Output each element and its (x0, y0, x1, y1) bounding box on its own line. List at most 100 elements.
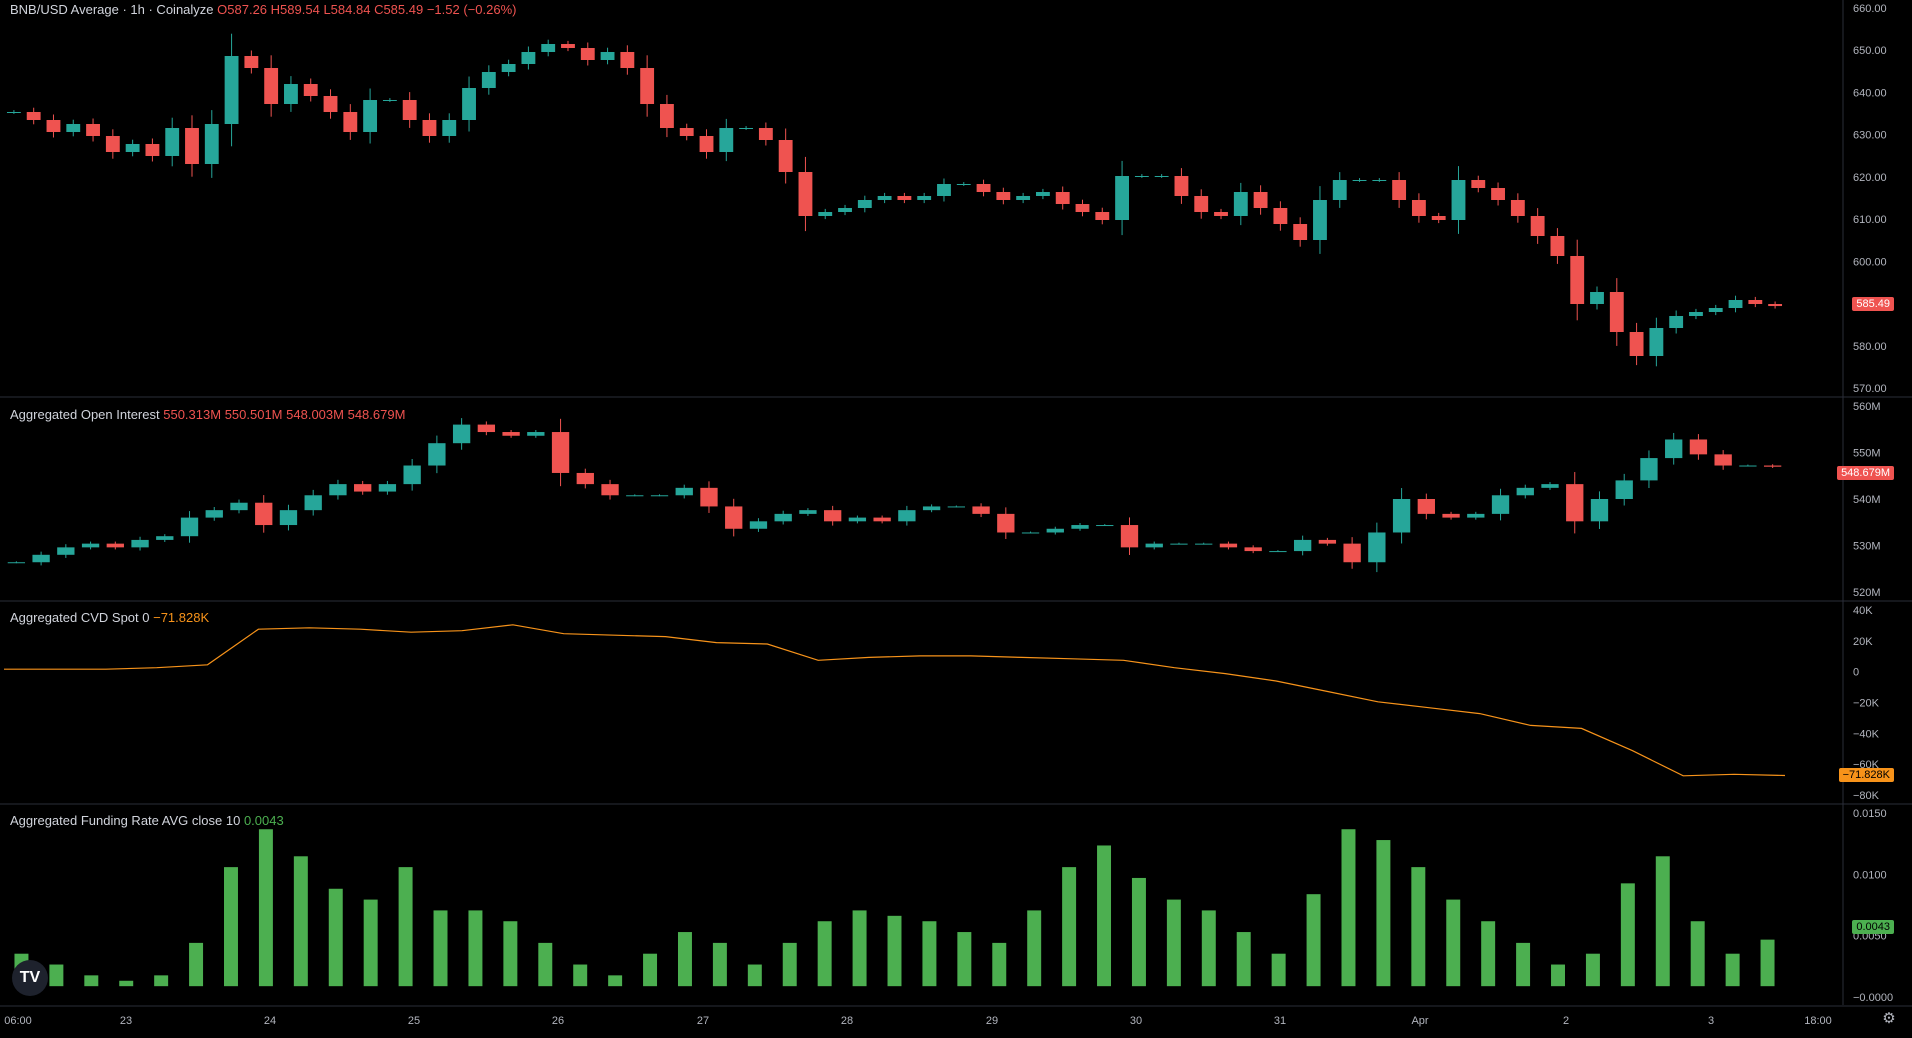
x-tick-label: 23 (120, 1015, 132, 1027)
price-candle (1530, 216, 1545, 236)
price-candle (1313, 200, 1327, 240)
cvd-legend: Aggregated CVD Spot 0 −71.828K (10, 610, 209, 625)
funding-bar (293, 856, 308, 987)
oi-candle (1343, 543, 1361, 563)
funding-bar (782, 942, 797, 987)
funding-bar (643, 953, 658, 987)
price-candle (66, 124, 81, 132)
price-candle (1016, 196, 1031, 200)
cvd-value: −71.828K (153, 610, 210, 625)
funding-bar (1027, 910, 1042, 987)
price-close: C585.49 (374, 2, 424, 17)
oi-candle (180, 517, 199, 537)
oi-candle (997, 513, 1015, 533)
y-tick-label: 0.0150 (1853, 808, 1887, 820)
price-candle (1669, 316, 1684, 328)
funding-bar (957, 932, 972, 987)
price-candle (1352, 180, 1367, 181)
oi-candle (527, 432, 545, 436)
funding-bar (1236, 932, 1251, 987)
oi-candle (1714, 454, 1732, 466)
funding-bar (1097, 845, 1112, 987)
y-tick-label: 40K (1853, 605, 1873, 617)
price-candle (1233, 192, 1248, 216)
funding-legend: Aggregated Funding Rate AVG close 10 0.0… (10, 813, 284, 828)
y-tick-label: 650.00 (1853, 45, 1887, 57)
oi-candle (1318, 539, 1337, 544)
oi-candle (1293, 539, 1312, 552)
price-candle (739, 128, 754, 129)
funding-bar (573, 964, 588, 987)
y-tick-label: −0.0000 (1853, 992, 1893, 1004)
funding-bar (1306, 894, 1321, 987)
oi-candle (700, 487, 718, 507)
funding-bar (1516, 942, 1531, 987)
price-candle (462, 88, 476, 120)
price-candle (363, 100, 378, 132)
price-candle (382, 100, 397, 101)
oi-candle (403, 465, 421, 485)
price-candle (521, 52, 536, 64)
price-open: O587.26 (217, 2, 268, 17)
price-candle (105, 136, 120, 152)
funding-bar (1585, 953, 1600, 987)
oi-candle (947, 506, 965, 508)
oi-candle (32, 554, 50, 563)
price-candle (284, 84, 298, 104)
oi-candle (329, 484, 347, 496)
funding-bar (1725, 953, 1740, 987)
price-candle (1471, 180, 1486, 188)
price-candle (1570, 256, 1585, 304)
oi-candle (1145, 543, 1163, 548)
funding-bar (1446, 899, 1461, 987)
price-candle (818, 212, 833, 216)
x-tick-label: 18:00 (1804, 1015, 1832, 1027)
oi-last-tag: 548.679M (1837, 466, 1894, 480)
price-candle (6, 112, 21, 113)
price-candle (541, 44, 556, 52)
oi-candle (972, 506, 990, 514)
price-candle (1075, 204, 1090, 212)
funding-bar (852, 910, 867, 987)
oi-candle (799, 510, 817, 514)
price-candle (244, 56, 259, 68)
funding-last-tag: 0.0043 (1852, 920, 1894, 934)
price-candle (1768, 304, 1783, 307)
oi-candle (1269, 551, 1287, 553)
price-candle (204, 124, 219, 164)
tradingview-logo-icon[interactable]: TV (12, 960, 48, 996)
price-candle (1411, 200, 1426, 216)
oi-candle (749, 521, 768, 529)
funding-bar (503, 921, 518, 987)
price-candle (1728, 300, 1743, 308)
y-tick-label: 530M (1853, 541, 1881, 553)
funding-bar (468, 910, 483, 987)
price-candle (323, 96, 338, 112)
gear-icon[interactable]: ⚙ (1882, 1010, 1896, 1027)
funding-bar (1655, 856, 1670, 987)
price-candle (758, 128, 773, 140)
funding-bar (887, 915, 902, 987)
price-candle (1649, 328, 1664, 356)
funding-bar (1131, 877, 1146, 987)
price-candle (26, 112, 41, 120)
oi-candle (452, 424, 471, 444)
price-candle (1550, 236, 1565, 256)
y-tick-label: 560M (1853, 401, 1881, 413)
funding-bar (1481, 921, 1496, 987)
oi-title: Aggregated Open Interest (10, 407, 160, 422)
funding-bar (49, 964, 64, 987)
price-candle (402, 100, 417, 120)
oi-candle (7, 562, 26, 564)
price-candle (600, 52, 615, 60)
x-tick-label: 3 (1708, 1015, 1714, 1027)
funding-bar (1620, 883, 1635, 987)
x-tick-label: Apr (1411, 1015, 1428, 1027)
oi-candle (1590, 499, 1609, 522)
oi-candle (1516, 487, 1534, 496)
y-tick-label: 520M (1853, 587, 1881, 599)
price-candle (1293, 224, 1308, 240)
oi-candle (601, 484, 619, 496)
oi-candle (725, 506, 743, 529)
